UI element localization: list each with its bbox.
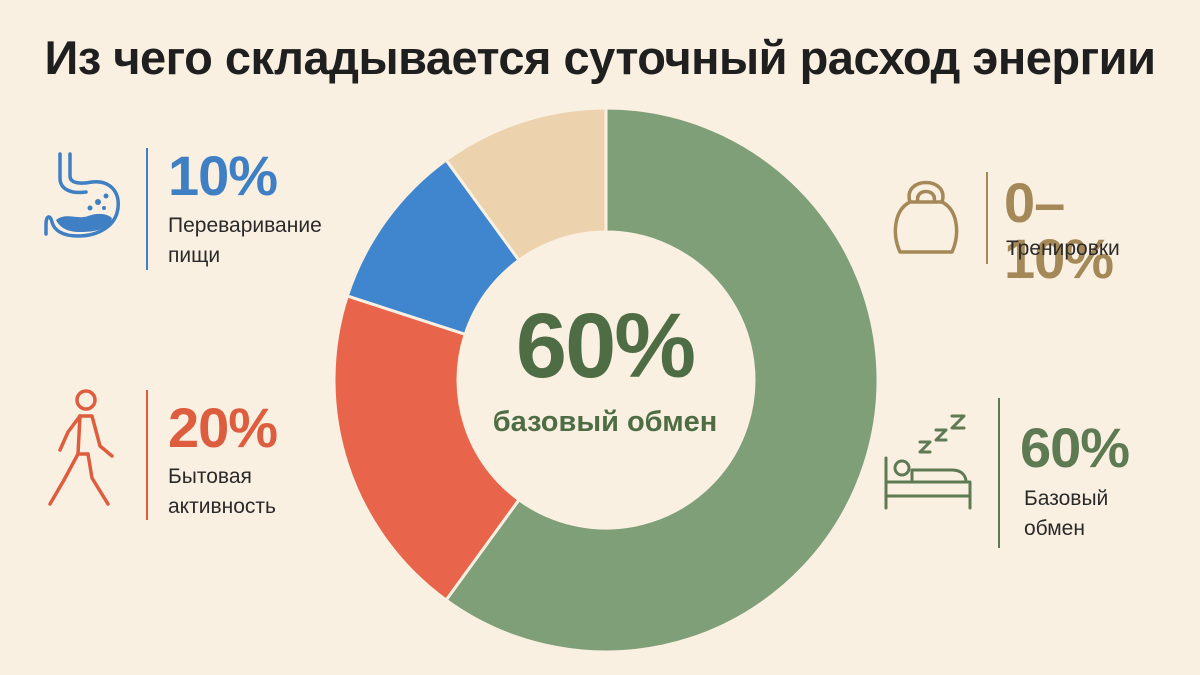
donut-slice-1 [444,106,880,654]
activity-value: 20% [168,396,278,459]
chart-title: Из чего складывается суточный расход эне… [44,31,1156,84]
callout-divider [146,390,148,520]
digestion-value: 10% [168,144,278,207]
activity-label-line1: Бытовая [168,465,252,488]
basal-label-line1: Базовый [1024,487,1109,510]
donut-slices [332,106,880,654]
donut-slice-2 [332,294,522,603]
training-value: 0–10% [1004,171,1114,290]
activity-label-line2: активность [168,495,276,518]
digestion-label-line1: Переваривание [168,214,322,237]
digestion-label-line2: пищи [168,244,221,267]
walking-person-icon [40,388,122,517]
center-label: 60% базовый обмен [460,300,750,439]
basal-value: 60% [1020,416,1130,479]
callout-divider [146,148,148,270]
donut-slice-4 [444,106,608,263]
callout-divider [998,398,1000,548]
sleeping-in-bed-icon [882,408,974,517]
callout-divider [986,172,988,264]
stomach-icon [42,150,124,247]
center-caption: базовый обмен [492,406,718,438]
kettlebell-icon [890,172,962,265]
center-value: 60% [515,295,696,397]
basal-label-line2: обмен [1024,517,1085,540]
training-label-line1: Тренировки [1006,237,1120,260]
